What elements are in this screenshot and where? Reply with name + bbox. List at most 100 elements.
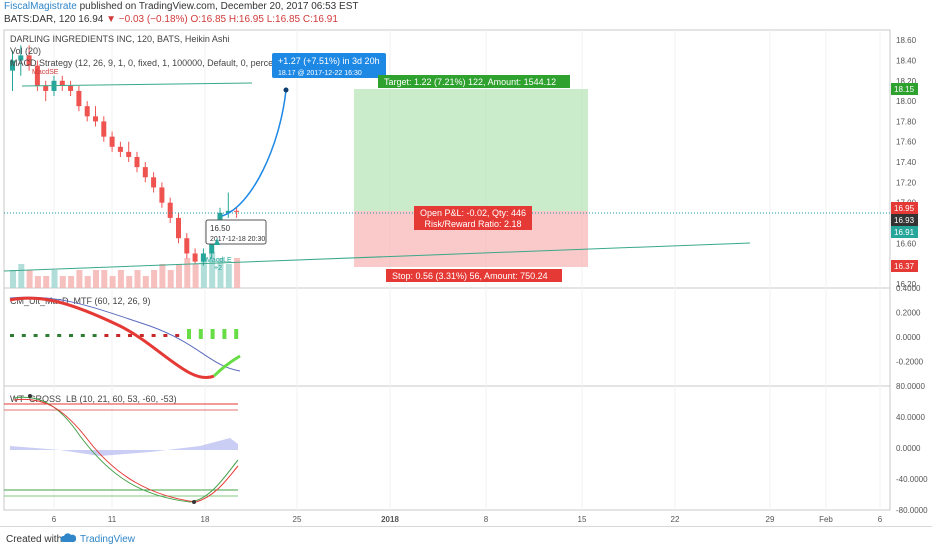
- macd-hist-bar-17: [210, 329, 215, 339]
- svg-text:16.95: 16.95: [894, 204, 915, 213]
- pane3-tick-3: -40.0000: [896, 475, 928, 484]
- x-tick-9: Feb: [819, 515, 833, 524]
- pnl-text-1: Open P&L: -0.02, Qty: 446: [420, 208, 526, 218]
- volume-bar-17: [151, 270, 158, 288]
- stop-label[interactable]: [386, 269, 562, 282]
- chart-header: FiscalMagistrate published on TradingVie…: [0, 0, 932, 26]
- tradingview-brand[interactable]: TradingView: [80, 534, 136, 545]
- ohlc-low: L:16.85: [266, 14, 301, 25]
- footer: Created with TradingView: [0, 526, 932, 551]
- macd-long-label: MacdLE: [206, 257, 232, 264]
- cloud-icon: [60, 533, 76, 542]
- volume-bar-26: [225, 264, 232, 288]
- price-badge-high: 16.95: [891, 202, 918, 214]
- volume-bar-4: [43, 276, 50, 288]
- x-tick-6: 15: [578, 515, 587, 524]
- wt-cross-dot-1: [28, 394, 32, 398]
- trendline-top[interactable]: [21, 82, 253, 87]
- legend-macd-strategy: MACD Strategy (12, 26, 9, 1, 0, fixed, 1…: [10, 58, 283, 68]
- volume-bar-7: [68, 276, 75, 288]
- macd-short-label: MacdSE: [32, 69, 59, 76]
- volume-bar-5: [51, 270, 58, 288]
- macd-hist-bar-15: [187, 329, 191, 339]
- volume-bar-11: [101, 270, 108, 288]
- y-tick-6: 17.40: [896, 158, 917, 167]
- target-label[interactable]: [378, 75, 570, 88]
- y-tick-10: 16.60: [896, 239, 917, 248]
- pane3-title: WT_CROSS_LB (10, 21, 60, 53, -60, -53): [10, 394, 177, 404]
- trendline-bottom[interactable]: [3, 242, 751, 272]
- volume-bars: [10, 252, 241, 288]
- x-tick-7: 22: [671, 515, 680, 524]
- volume-bar-12: [109, 276, 116, 288]
- svg-text:16.37: 16.37: [894, 262, 915, 271]
- tooltip-date: 2017-12-18 20:30: [210, 236, 265, 243]
- candle-11: [101, 116, 107, 142]
- candle-14: [126, 141, 132, 163]
- candle-0: [10, 50, 15, 91]
- target-zone[interactable]: [354, 89, 588, 211]
- x-tick-8: 29: [766, 515, 775, 524]
- candle-1: [18, 45, 24, 76]
- pane2-title: CM_Ult_MacD_MTF (60, 12, 26, 9): [10, 296, 151, 306]
- volume-bar-0: [10, 270, 16, 288]
- chart-svg[interactable]: 6 11 18 25 2018 8 15 22 29 Feb 6 18.6018.4018.2018…: [0, 26, 932, 526]
- volume-bar-13: [117, 270, 124, 288]
- price: 16.94: [78, 14, 104, 25]
- cursor-tooltip: [205, 219, 267, 245]
- volume-bar-15: [134, 270, 141, 288]
- volume-bar-27: [234, 258, 241, 288]
- x-tick-1: 11: [108, 515, 117, 524]
- pane3-tick-4: -80.0000: [896, 506, 928, 515]
- svg-text:16.91: 16.91: [894, 228, 915, 237]
- symbol-line: BATS:DAR, 120 16.94 ▼ −0.03 (−0.18%) O:1…: [4, 13, 338, 26]
- y-tick-1: 18.40: [896, 56, 917, 65]
- ohlc-high: H:16.95: [228, 14, 264, 25]
- projection-curve[interactable]: [221, 89, 287, 217]
- candle-6: [59, 75, 65, 91]
- x-tick-2: 18: [201, 515, 210, 524]
- y-tick-12: 16.20: [896, 280, 917, 289]
- candle-7: [68, 80, 74, 97]
- volume-bar-1: [18, 264, 25, 288]
- publish-info: published on TradingView.com, December 2…: [79, 1, 359, 12]
- volume-bar-25: [217, 258, 224, 288]
- y-tick-0: 18.60: [896, 36, 917, 45]
- candle-13: [117, 141, 123, 157]
- volume-bar-6: [59, 276, 66, 288]
- volume-bar-20: [176, 264, 182, 288]
- macd-hist-bar-4: [57, 334, 62, 337]
- volume-bar-2: [26, 270, 33, 288]
- pnl-label[interactable]: [414, 206, 532, 230]
- macd-hist-bar-13: [163, 334, 168, 337]
- pnl-text-2: Risk/Reward Ratio: 2.18: [424, 219, 521, 229]
- candle-22: [192, 248, 198, 264]
- volume-bar-16: [142, 276, 149, 288]
- x-tick-10: 6: [878, 515, 883, 524]
- price-badge-target: 18.15: [891, 83, 918, 95]
- macd-hist-bar-18: [222, 329, 227, 339]
- macd-signal-line: [9, 296, 241, 372]
- volume-bar-21: [184, 258, 191, 288]
- projection-text-1: +1.27 (+7.51%) in 3d 20h: [278, 56, 380, 66]
- candle-16: [142, 162, 148, 183]
- macd-hist-bar-8: [104, 334, 109, 337]
- pane3-tick-2: 0.0000: [896, 444, 921, 453]
- created-with: Created with: [6, 534, 63, 545]
- author-link[interactable]: FiscalMagistrate: [4, 1, 77, 12]
- macd-line-up: [212, 354, 241, 378]
- macd-line-down: [9, 296, 215, 380]
- wt2-line: [13, 398, 239, 503]
- wt-cross-dot-2: [192, 500, 196, 504]
- macd-hist-bar-16: [198, 329, 203, 339]
- price-badge-entry: 16.93: [891, 214, 918, 226]
- macd-histogram: [10, 329, 239, 339]
- wt-pane: [3, 385, 891, 511]
- macd-hist-bar-14: [175, 334, 180, 337]
- volume-bar-9: [84, 276, 91, 288]
- projection-label[interactable]: [272, 53, 386, 78]
- macd-hist-bar-11: [139, 334, 144, 337]
- volume-bar-3: [34, 276, 41, 288]
- legend-vol: Vol (20): [10, 46, 41, 56]
- publish-line: FiscalMagistrate published on TradingVie…: [4, 0, 358, 13]
